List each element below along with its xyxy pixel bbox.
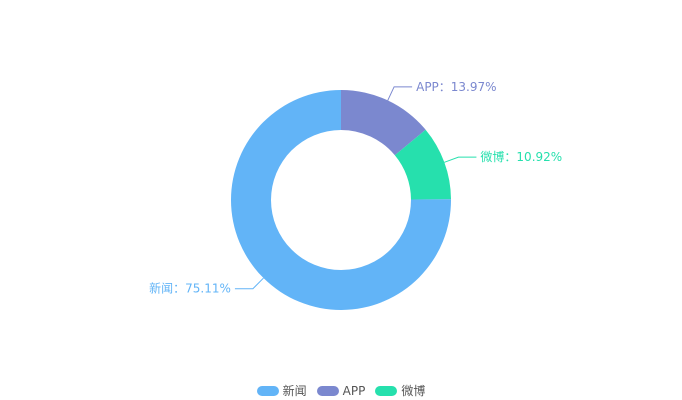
slice-app[interactable]: [341, 90, 426, 156]
slice-label-app: APP：13.97%: [416, 80, 496, 94]
legend-swatch-app: [316, 386, 339, 396]
legend: 新闻 APP 微博: [0, 383, 682, 399]
slice-weibo[interactable]: [394, 129, 451, 200]
legend-swatch-news: [256, 386, 279, 396]
legend-item-app[interactable]: APP: [316, 383, 366, 399]
leader-line-weibo: [444, 156, 477, 163]
leader-line-app: [387, 86, 413, 101]
leader-line-news: [234, 277, 264, 290]
slice-label-news: 新闻：75.11%: [149, 281, 231, 296]
legend-label-news: 新闻: [282, 384, 307, 398]
legend-label-weibo: 微博: [401, 384, 426, 398]
donut-chart: APP：13.97% 微博：10.92% 新闻：75.11%: [149, 80, 562, 310]
slice-news[interactable]: [230, 90, 451, 310]
legend-item-news[interactable]: 新闻: [256, 383, 307, 399]
legend-label-app: APP: [342, 384, 366, 398]
legend-item-weibo[interactable]: 微博: [375, 383, 425, 399]
legend-swatch-weibo: [375, 386, 398, 396]
slice-label-weibo: 微博：10.92%: [480, 149, 562, 164]
